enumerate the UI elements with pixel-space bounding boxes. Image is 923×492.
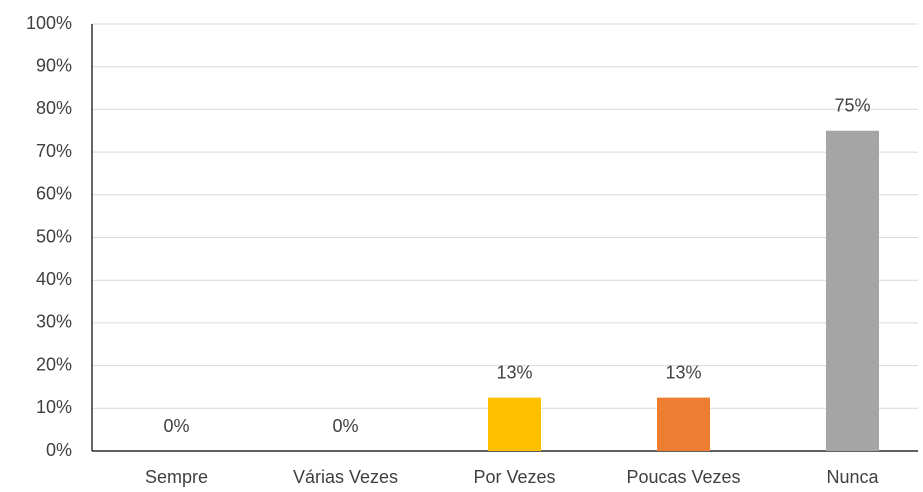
data-label: 75% (834, 96, 870, 116)
y-tick-label: 0% (46, 440, 72, 460)
x-tick-label: Sempre (145, 467, 208, 487)
bar (826, 130, 879, 451)
y-tick-label: 40% (36, 269, 72, 289)
bar (488, 397, 541, 451)
y-tick-label: 30% (36, 312, 72, 332)
bar (657, 397, 710, 451)
x-tick-label: Por Vezes (473, 467, 555, 487)
x-tick-label: Várias Vezes (293, 467, 398, 487)
y-tick-label: 90% (36, 55, 72, 75)
y-tick-label: 10% (36, 397, 72, 417)
x-tick-label: Nunca (826, 467, 879, 487)
y-tick-label: 100% (26, 13, 72, 33)
y-tick-label: 80% (36, 98, 72, 118)
data-label: 0% (332, 416, 358, 436)
y-tick-label: 70% (36, 141, 72, 161)
y-tick-label: 20% (36, 354, 72, 374)
data-label: 13% (665, 362, 701, 382)
x-tick-label: Poucas Vezes (626, 467, 740, 487)
data-label: 13% (496, 362, 532, 382)
y-tick-label: 60% (36, 184, 72, 204)
data-label: 0% (163, 416, 189, 436)
y-tick-label: 50% (36, 226, 72, 246)
